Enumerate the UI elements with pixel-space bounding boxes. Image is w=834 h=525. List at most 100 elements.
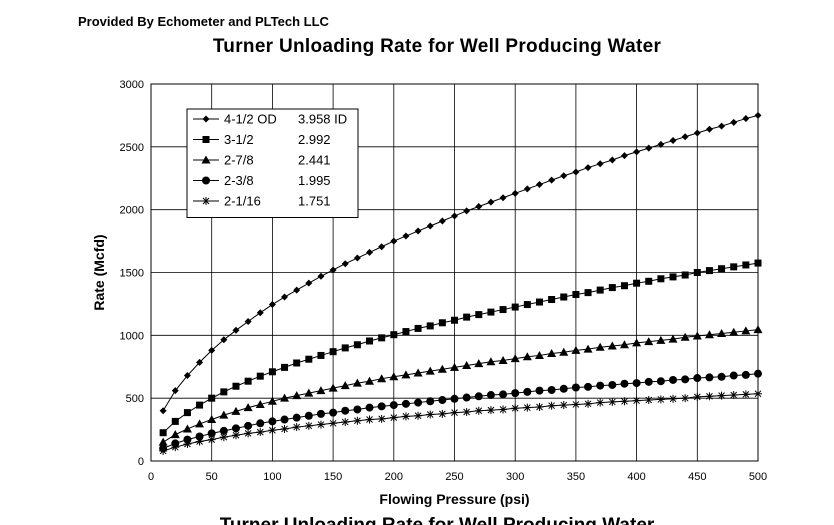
data-point-square [329,348,337,356]
data-point-circle [608,380,617,389]
data-point-square [608,284,616,292]
data-point-triangle [401,370,411,379]
data-point-diamond [548,176,556,184]
data-point-diamond [171,387,179,395]
data-point-diamond [742,115,750,123]
data-point-triangle [474,359,484,368]
legend-marker [202,136,210,143]
data-point-triangle [158,437,168,446]
data-point-triangle [267,396,277,405]
data-point-triangle [498,355,508,364]
data-point-square [390,331,398,339]
data-point-square [475,311,483,319]
data-point-asterisk [741,390,750,399]
x-tick-label: 50 [206,471,218,483]
x-tick-label: 350 [567,471,585,483]
data-point-circle [268,417,277,426]
data-point-triangle [413,368,423,377]
legend-series-id: 3.958 ID [298,112,347,127]
data-point-circle [316,409,325,418]
data-point-diamond [705,125,713,133]
y-tick-label: 0 [138,456,144,468]
data-point-asterisk [207,435,216,444]
data-point-triangle [547,349,557,358]
data-point-triangle [425,366,435,375]
data-point-asterisk [523,403,532,412]
data-point-square [730,263,738,271]
data-point-circle [729,371,738,380]
data-point-diamond [523,185,531,193]
x-tick-label: 500 [749,471,767,483]
data-point-diamond [402,232,410,240]
data-point-square [244,377,252,385]
data-point-diamond [196,358,204,366]
data-point-asterisk [426,410,435,419]
data-point-triangle [437,364,447,373]
legend-series-id: 2.441 [298,153,331,168]
data-point-circle [195,432,204,441]
data-point-square [438,319,446,327]
data-point-circle [401,399,410,408]
y-tick-label: 2000 [120,205,144,217]
data-point-asterisk [341,418,350,427]
data-point-triangle [619,340,629,349]
data-point-circle [535,386,544,395]
data-point-asterisk [693,392,702,401]
provided-by-caption: Provided By Echometer and PLTech LLC [78,14,329,29]
data-point-diamond [426,222,434,230]
data-point-diamond [268,301,276,309]
data-point-asterisk [644,396,653,405]
data-point-asterisk [754,389,762,398]
data-point-asterisk [316,420,325,429]
data-point-diamond [608,156,616,164]
data-point-square [584,289,592,297]
data-point-square [620,282,628,290]
data-point-triangle [729,327,739,336]
data-point-triangle [753,325,763,334]
data-point-triangle [583,344,593,353]
data-point-diamond [208,346,216,354]
data-point-diamond [463,207,471,215]
data-point-square [378,334,386,342]
data-point-diamond [718,122,726,130]
data-point-triangle [207,415,217,424]
data-point-circle [426,397,435,406]
data-point-triangle [316,386,326,395]
data-point-diamond [620,152,628,160]
data-point-triangle [365,376,375,385]
data-point-square [487,308,495,316]
data-point-circle [207,429,216,438]
data-point-diamond [451,212,458,220]
data-point-square [463,313,471,321]
data-point-asterisk [705,392,714,401]
data-point-diamond [293,286,301,294]
data-point-square [511,303,519,311]
y-tick-label: 500 [126,393,144,405]
data-point-square [535,298,543,306]
data-point-circle [632,379,641,388]
data-point-square [451,316,458,324]
data-point-circle [741,370,750,379]
data-point-square [657,275,665,283]
data-point-triangle [559,347,569,356]
data-point-circle [705,373,714,382]
data-point-diamond [681,133,689,141]
data-point-square [293,359,301,367]
x-tick-label: 300 [506,471,524,483]
legend-series-id: 1.751 [298,194,331,209]
data-point-asterisk [171,443,180,452]
data-point-triangle [255,399,265,408]
data-point-square [281,363,289,371]
data-point-circle [693,374,702,383]
data-point-diamond [366,248,374,256]
data-point-triangle [304,388,314,397]
data-point-asterisk [729,391,738,400]
data-point-diamond [633,148,641,156]
data-point-square [718,265,726,273]
data-point-triangle [486,357,496,366]
data-point-triangle [704,330,714,339]
data-point-diamond [499,194,507,202]
data-point-diamond [183,372,191,380]
data-point-circle [438,396,447,405]
data-point-circle [717,372,726,381]
